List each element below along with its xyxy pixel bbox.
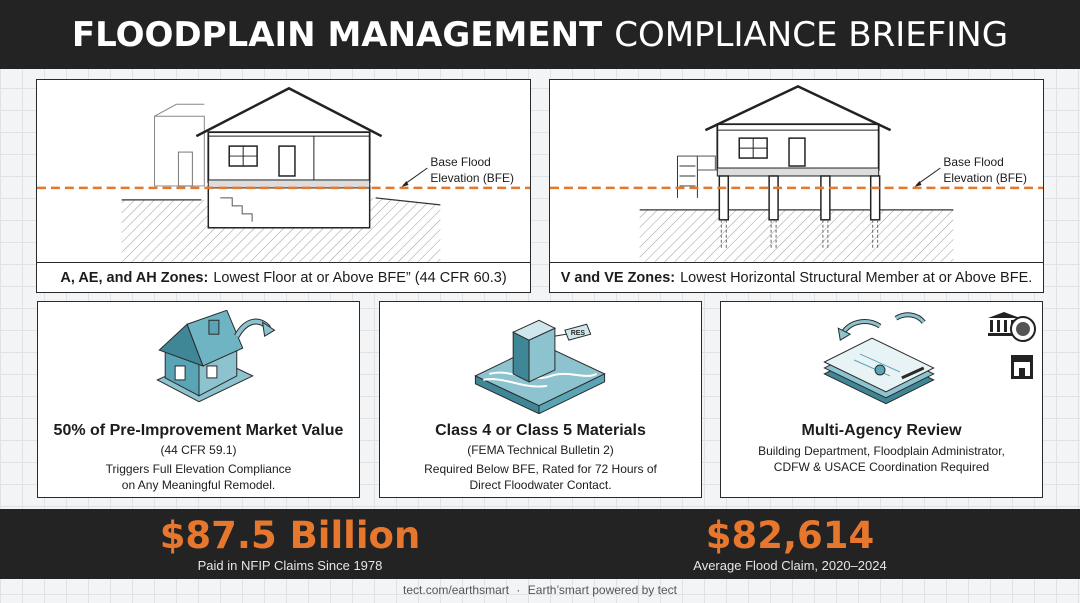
a-zones-caption-bold: A, AE, and AH Zones:	[60, 269, 209, 286]
multi-agency-body-line2: CDFW & USACE Coordination Required	[773, 460, 990, 474]
permit-documents-icon	[823, 312, 935, 405]
a-zones-caption: A, AE, and AH Zones: Lowest Floor at or …	[37, 262, 530, 292]
nfip-claims-value: $87.5 Billion	[159, 514, 421, 557]
materials-panel: RES Class 4 or Class 5 Materials (FEMA T…	[379, 301, 702, 498]
multi-agency-heading: Multi-Agency Review	[801, 422, 962, 439]
footer-brand: Earth’smart powered by tect	[527, 583, 677, 597]
flood-resistant-material-icon: RES	[474, 319, 606, 414]
market-value-body-line1: Triggers Full Elevation Compliance	[105, 462, 292, 476]
usace-castle-icon	[1011, 355, 1033, 379]
bfe-label-2a: Base Flood	[943, 155, 1003, 169]
bfe-label-2b: Elevation (BFE)	[943, 171, 1027, 185]
multi-agency-panel: Multi-Agency Review Building Department,…	[720, 301, 1043, 498]
nfip-claims-stat: $87.5 Billion Paid in NFIP Claims Since …	[140, 509, 440, 573]
footer-link[interactable]: tect.com/earthsmart	[403, 583, 510, 597]
materials-heading: Class 4 or Class 5 Materials	[435, 422, 646, 439]
materials-body-line1: Required Below BFE, Rated for 72 Hours o…	[424, 462, 657, 476]
res-tag-label: RES	[571, 330, 586, 337]
footer-separator: ·	[516, 583, 521, 597]
average-claim-value: $82,614	[705, 514, 875, 557]
market-value-body: Triggers Full Elevation Compliance on An…	[38, 461, 359, 493]
materials-body: Required Below BFE, Rated for 72 Hours o…	[380, 461, 701, 493]
materials-citation: (FEMA Technical Bulletin 2)	[467, 443, 614, 457]
page-title: FLOODPLAIN MANAGEMENT COMPLIANCE BRIEFIN…	[0, 0, 1080, 69]
bfe-label-1a: Base Flood	[430, 155, 490, 169]
multi-agency-body: Building Department, Floodplain Administ…	[721, 443, 1042, 475]
house-remodel-icon	[156, 310, 276, 403]
title-bold: FLOODPLAIN MANAGEMENT	[71, 14, 603, 55]
materials-body-line2: Direct Floodwater Contact.	[469, 478, 612, 492]
market-value-heading: 50% of Pre-Improvement Market Value	[53, 422, 344, 439]
v-zone-house-illustration: Base Flood Elevation (BFE)	[550, 84, 1043, 262]
bfe-label-1b: Elevation (BFE)	[430, 171, 514, 185]
v-zones-caption-bold: V and VE Zones:	[560, 269, 676, 286]
market-value-citation: (44 CFR 59.1)	[160, 443, 237, 457]
title-light: COMPLIANCE BRIEFING	[614, 14, 1009, 55]
multi-agency-body-line1: Building Department, Floodplain Administ…	[758, 444, 1005, 458]
a-zone-house-illustration: Base Flood Elevation (BFE)	[37, 86, 530, 262]
market-value-panel: 50% of Pre-Improvement Market Value (44 …	[37, 301, 360, 498]
dhs-seal-icon	[1010, 316, 1036, 342]
v-zones-panel: Base Flood Elevation (BFE) V and VE Zone…	[549, 79, 1044, 293]
v-zones-caption-text: Lowest Horizontal Structural Member at o…	[680, 269, 1033, 286]
nfip-claims-label: Paid in NFIP Claims Since 1978	[197, 558, 383, 573]
footer: tect.com/earthsmart · Earth’smart powere…	[0, 583, 1080, 597]
market-value-body-line2: on Any Meaningful Remodel.	[121, 478, 276, 492]
stats-bar: $87.5 Billion Paid in NFIP Claims Since …	[0, 509, 1080, 579]
a-zones-caption-text: Lowest Floor at or Above BFE” (44 CFR 60…	[213, 269, 507, 286]
v-zones-caption: V and VE Zones: Lowest Horizontal Struct…	[550, 262, 1043, 292]
average-claim-label: Average Flood Claim, 2020–2024	[693, 558, 887, 573]
average-claim-stat: $82,614 Average Flood Claim, 2020–2024	[640, 509, 940, 573]
a-zones-panel: Base Flood Elevation (BFE) A, AE, and AH…	[36, 79, 531, 293]
